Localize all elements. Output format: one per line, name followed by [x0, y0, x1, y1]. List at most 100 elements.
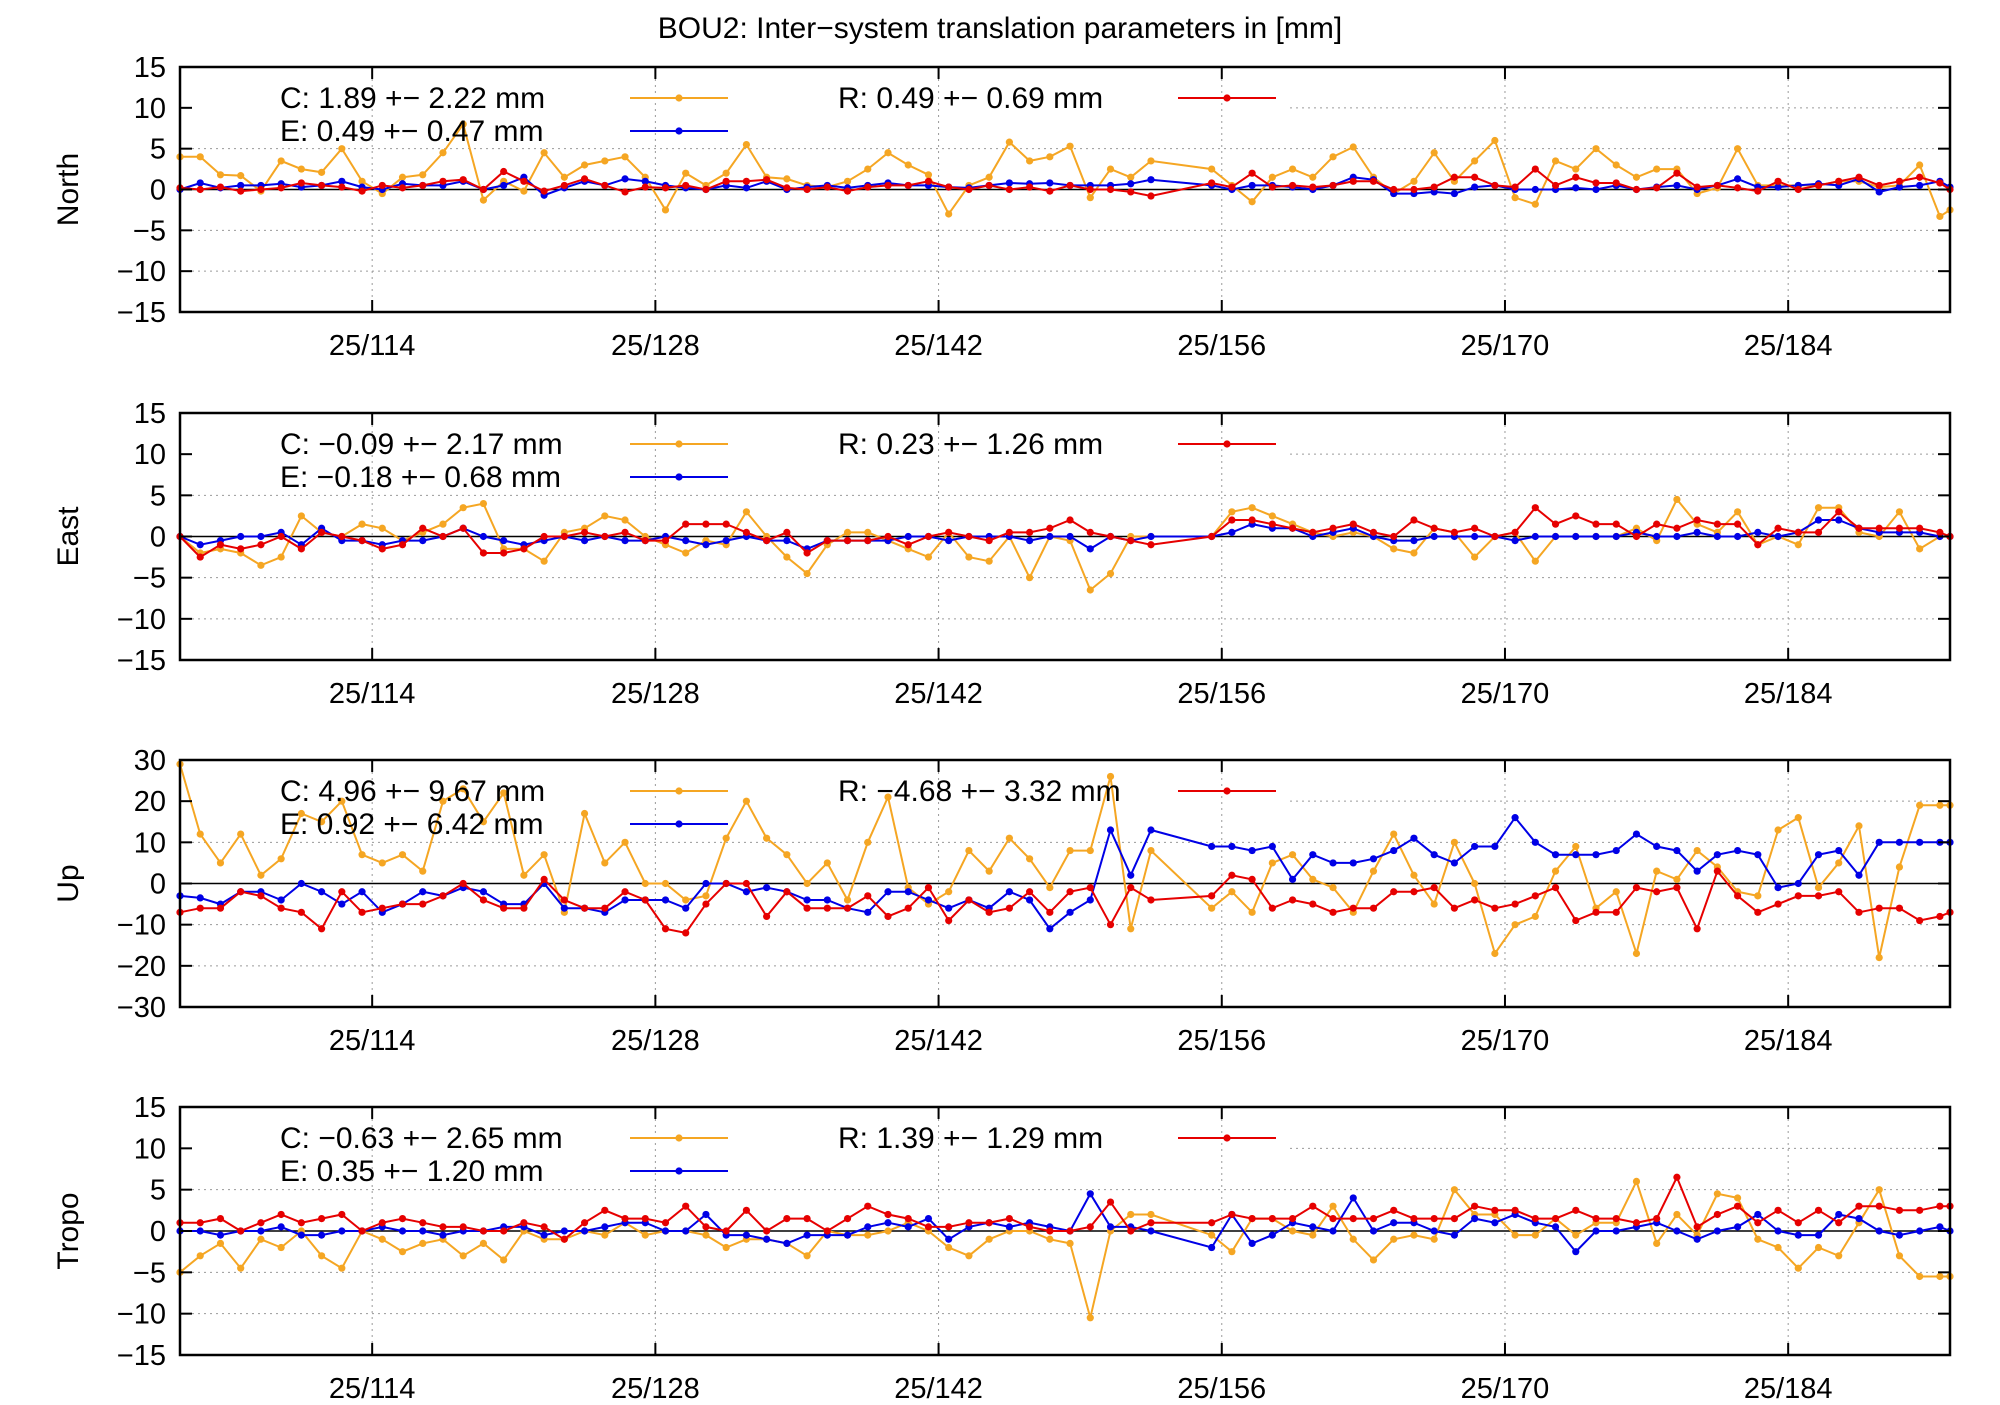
north-series-r-point [1086, 185, 1094, 194]
up-series-c-point [823, 859, 831, 867]
east-series-e-point [580, 537, 589, 545]
tropo-series-r-point [924, 1223, 933, 1231]
up-series-e-point [1248, 846, 1256, 855]
up-series-e-point [1916, 838, 1924, 846]
tropo-series-r-point [722, 1227, 730, 1235]
east-series-r-point [1653, 520, 1661, 528]
north-series-r-point [1572, 173, 1580, 181]
tropo-legend-c-marker [675, 1134, 683, 1142]
tropo-series-c-point [1734, 1194, 1742, 1202]
tropo-series-c-point [216, 1239, 225, 1247]
tropo-series-c-point [318, 1252, 326, 1260]
north-series-r-point [1208, 179, 1216, 187]
up-series-r-point [1855, 908, 1863, 916]
tropo-series-r-point [1349, 1215, 1357, 1223]
up-series-r-point [277, 904, 285, 912]
tropo-series-r-point [1511, 1206, 1519, 1214]
tropo-series-r-point [1572, 1206, 1580, 1214]
up-series-c-point [500, 789, 508, 797]
east-series-r-point [1551, 520, 1560, 528]
north-series-c-point [1511, 194, 1519, 202]
north-series-r-point [1835, 177, 1843, 185]
tropo-series-r-point [419, 1219, 427, 1227]
east-series-e-point [237, 532, 245, 541]
tropo-series-c-line [179, 1178, 1950, 1319]
up-series-c-point [540, 851, 548, 859]
east-series-c-point [1086, 586, 1094, 594]
north-series-e-point [1046, 179, 1054, 187]
north-legend-c-marker [675, 94, 683, 102]
up-series-r-point [1369, 904, 1378, 912]
east-series-c-line [179, 497, 1950, 592]
up-ytick-label: 0 [150, 869, 166, 901]
east-series-r-point [1288, 524, 1297, 532]
east-series-r-point [823, 537, 831, 545]
up-series-e-point [1430, 851, 1438, 859]
north-series-c-point [864, 165, 872, 173]
up-series-r-point [1551, 884, 1560, 892]
east-series-e-point [1592, 532, 1600, 541]
up-series-c-point [1086, 846, 1094, 855]
east-series-r-point [419, 524, 427, 532]
up-legend-c-text: C: 4.96 +− 9.67 mm [280, 775, 545, 808]
north-series-r-point [439, 177, 447, 185]
up-series-e-point [1855, 871, 1863, 879]
north-series-c-point [237, 172, 245, 180]
north-series-r-point [520, 177, 528, 185]
north-series-r-point [1814, 181, 1823, 190]
east-series-e-point [904, 532, 912, 541]
east-series-r-point [1895, 524, 1904, 532]
north-ytick-label: −10 [117, 256, 166, 288]
up-series-c-point [1875, 954, 1883, 962]
up-series-e-point [1491, 842, 1499, 851]
east-series-r-point [277, 532, 285, 541]
tropo-series-r-point [1551, 1215, 1560, 1223]
north-series-r-point [1632, 185, 1641, 194]
east-series-r-point [641, 537, 649, 545]
up-series-r-point [1754, 908, 1762, 916]
tropo-series-e-point [1329, 1227, 1337, 1235]
east-series-e-point [419, 537, 427, 545]
tropo-series-c-point [1450, 1186, 1458, 1194]
up-series-c-point [338, 797, 346, 805]
east-series-e-point [257, 532, 265, 541]
east-series-r-point [803, 549, 811, 557]
up-series-c-point [1309, 875, 1317, 883]
tropo-series-r-point [1228, 1210, 1236, 1219]
up-series-c-point [803, 879, 811, 888]
north-series-e-point [742, 184, 751, 192]
up-series-e-point [763, 884, 771, 892]
tropo-series-e-point [1106, 1223, 1115, 1231]
up-series-e-point [742, 888, 751, 896]
east-series-c-point [1026, 574, 1034, 582]
north-series-c-point [1026, 157, 1034, 165]
up-series-e-point [1814, 851, 1823, 859]
tropo-ytick-label: −15 [117, 1340, 166, 1372]
up-series-c-point [965, 846, 973, 855]
tropo-series-r-point [1916, 1206, 1924, 1214]
north-series-r-point [580, 175, 589, 183]
tropo-series-r-point [1288, 1215, 1297, 1223]
east-series-e-point [1693, 528, 1701, 536]
up-series-r-point [1268, 904, 1276, 912]
up-series-c-point [1369, 867, 1378, 875]
up-series-r-point [621, 888, 629, 896]
east-legend-e-marker [675, 473, 683, 481]
east-series-r-point [1936, 528, 1944, 536]
tropo-series-e-point [843, 1231, 852, 1239]
north-series-r-point [1794, 185, 1802, 194]
north-series-c-point [985, 173, 993, 181]
tropo-series-c-point [1916, 1272, 1924, 1281]
tropo-series-c-point [601, 1231, 609, 1239]
up-series-c-point [661, 879, 670, 888]
east-series-r-point [1855, 524, 1863, 532]
north-series-r-point [1855, 173, 1863, 181]
tropo-ytick-label: 15 [134, 1092, 166, 1124]
tropo-series-r-point [621, 1215, 629, 1223]
east-series-r-point [1248, 516, 1256, 524]
up-ytick-label: −30 [117, 992, 166, 1024]
tropo-series-c-point [1046, 1235, 1054, 1243]
north-ylabel: North [52, 153, 85, 226]
east-legend-e-text: E: −0.18 +− 0.68 mm [280, 461, 561, 494]
up-series-e-point [560, 904, 568, 912]
